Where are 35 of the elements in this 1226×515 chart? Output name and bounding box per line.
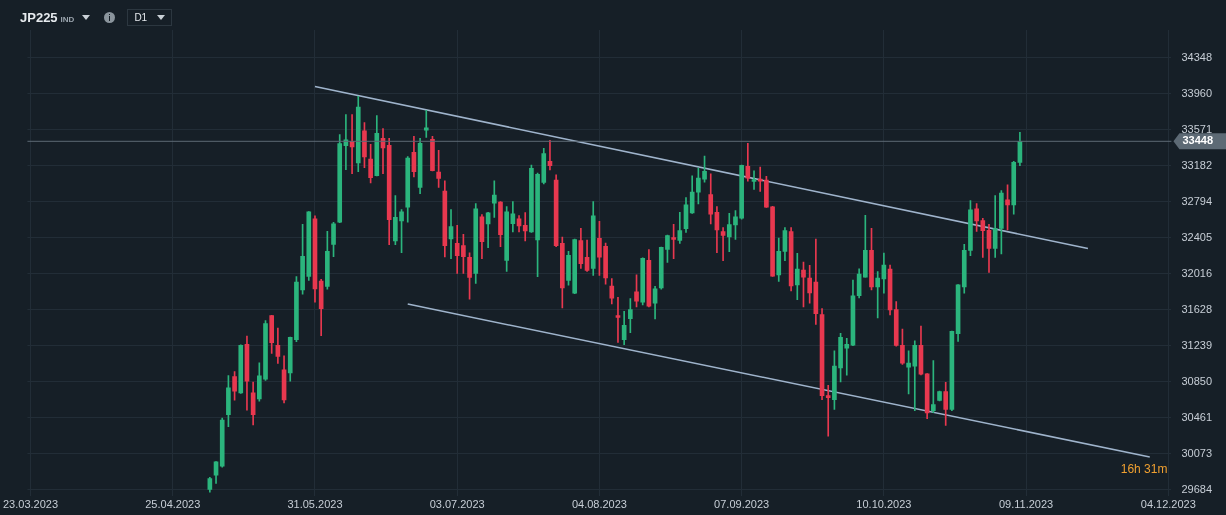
y-tick-label: 33571 (1181, 122, 1213, 135)
y-tick-label: 32405 (1181, 230, 1213, 243)
x-tick-label: 25.04.2023 (145, 498, 201, 511)
x-tick-label: 03.07.2023 (429, 498, 485, 511)
candlestick (720, 227, 726, 261)
candlestick (825, 385, 831, 437)
y-tick-label: 30850 (1181, 374, 1213, 387)
annotation: 16h 31m (1120, 462, 1168, 477)
y-tick-label: 34348 (1181, 51, 1213, 63)
text: D1 (134, 12, 148, 23)
candlestick (751, 170, 757, 190)
x-tick-label: 10.10.2023 (856, 498, 912, 511)
candlestick (423, 110, 429, 138)
y-tick-label: 33182 (1181, 158, 1213, 171)
y-tick-label: 30461 (1181, 410, 1213, 423)
x-tick-label: 04.08.2023 (571, 498, 627, 511)
y-tick-label: 30073 (1181, 446, 1213, 459)
candlestick (522, 212, 528, 242)
y-tick-label: 32794 (1181, 194, 1213, 207)
candlestick (491, 180, 497, 218)
y-tick-label: 31239 (1181, 338, 1213, 351)
y-tick-label: 29684 (1181, 482, 1213, 495)
x-tick-label: 09.11.2023 (998, 498, 1054, 511)
ref-line-label: 33448 (1182, 134, 1214, 147)
x-tick-label: 23.03.2023 (3, 498, 59, 511)
y-tick-label: 32016 (1181, 266, 1213, 279)
x-tick-label: 31.05.2023 (287, 498, 343, 511)
y-tick-label: 31628 (1181, 302, 1213, 315)
candlestick (615, 297, 621, 343)
x-tick-label: 04.12.2023 (1140, 498, 1196, 511)
y-tick-label: 33960 (1181, 86, 1213, 99)
chart-title: JP225 (20, 10, 58, 25)
chart-subtitle: IND (60, 14, 75, 24)
x-tick-label: 07.09.2023 (714, 498, 770, 511)
candlestick (875, 271, 881, 319)
